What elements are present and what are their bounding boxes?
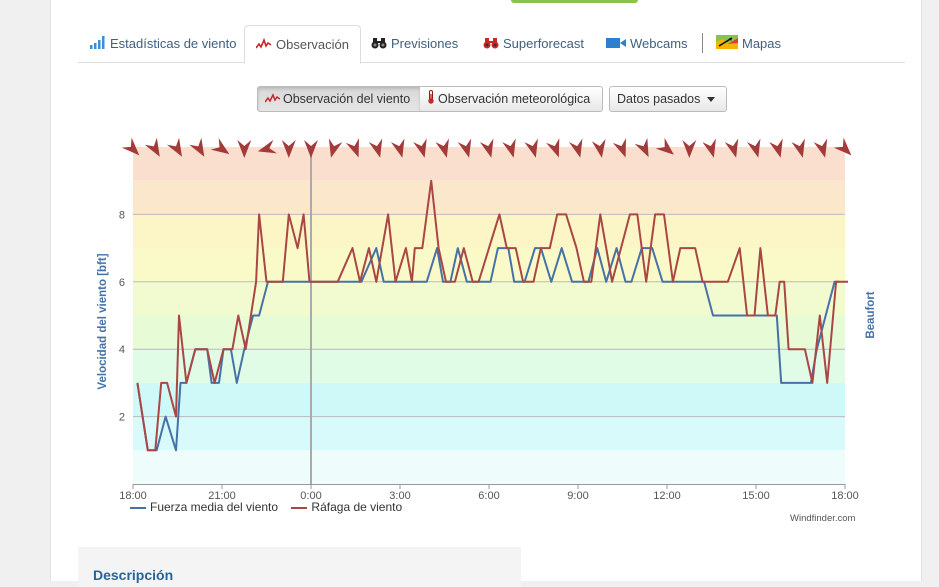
x-tick-label: 12:00 (653, 490, 681, 502)
tab-bar: Estadísticas de viento Observación Previ… (78, 25, 905, 64)
wind-direction-arrow (210, 138, 230, 155)
wind-line-icon (255, 27, 272, 64)
wind-direction-arrow (524, 138, 538, 158)
wind-direction-arrow (166, 137, 182, 157)
tab-superforecast-label: Superforecast (503, 36, 584, 51)
series-gust-line (136, 179, 848, 452)
past-data-dropdown[interactable]: Datos pasados (609, 86, 727, 112)
chart-credit[interactable]: Windfinder.com (790, 513, 856, 524)
wind-direction-arrow (390, 138, 405, 158)
x-tick-label: 0:00 (300, 490, 321, 502)
bar-chart-icon (90, 26, 106, 63)
wind-direction-arrow (257, 139, 278, 154)
wind-direction-arrow (328, 138, 343, 158)
wind-direction-arrow (568, 138, 583, 158)
wind-direction-arrow (769, 138, 783, 158)
camera-icon (606, 26, 626, 63)
wind-direction-arrow (304, 140, 318, 158)
x-tick-label: 3:00 (389, 490, 410, 502)
y-axis-title: Velocidad del viento [bft] (97, 253, 109, 389)
x-tick-label: 18:00 (831, 490, 859, 502)
y-tick-label: 8 (119, 209, 125, 221)
x-tick-label: 21:00 (208, 490, 236, 502)
tab-separator (702, 33, 703, 53)
wind-direction-arrow (813, 138, 828, 158)
beaufort-band (133, 214, 845, 249)
wind-direction-arrow (546, 138, 560, 158)
wind-direction-arrow (591, 138, 606, 158)
wind-direction-arrow (435, 138, 449, 158)
weather-observation-label: Observación meteorológica (438, 92, 591, 106)
tab-forecasts[interactable]: Previsiones (371, 25, 458, 62)
tab-observation[interactable]: Observación (244, 25, 361, 64)
tab-maps-label: Mapas (742, 36, 782, 51)
wind-direction-arrow (746, 138, 761, 158)
wind-direction-arrow (502, 138, 516, 158)
thermometer-icon (427, 88, 435, 112)
tab-statistics-label: Estadísticas de viento (110, 36, 237, 51)
x-tick-label: 6:00 (478, 490, 499, 502)
wind-direction-arrow (345, 138, 359, 158)
map-icon (716, 26, 738, 63)
y-tick-label: 4 (119, 344, 125, 356)
description-panel: Descripción (78, 547, 521, 587)
tab-statistics[interactable]: Estadísticas de viento (90, 25, 236, 62)
wind-observation-button[interactable]: Observación del viento (257, 86, 421, 112)
x-tick-label: 9:00 (567, 490, 588, 502)
beaufort-band (133, 248, 845, 282)
tab-maps[interactable]: Mapas (716, 25, 781, 62)
beaufort-axis-title: Beaufort (865, 291, 877, 338)
wind-direction-arrow (634, 137, 649, 158)
wind-direction-arrow (457, 138, 472, 158)
description-title: Descripción (93, 567, 174, 583)
legend-swatch-mean (130, 506, 146, 509)
wind-direction-arrow (479, 138, 494, 158)
wind-direction-arrow (833, 137, 852, 156)
wind-direction-arrow (724, 138, 739, 158)
wind-direction-arrow (144, 137, 160, 157)
beaufort-band (133, 416, 845, 451)
tab-forecasts-label: Previsiones (391, 36, 459, 51)
top-accent-bar (511, 0, 638, 3)
legend-label-gust: Ráfaga de viento (311, 500, 403, 514)
beaufort-band (133, 382, 845, 417)
tab-superforecast[interactable]: Superforecast (483, 25, 584, 62)
wind-line-icon (264, 88, 281, 112)
wind-direction-arrow (281, 140, 296, 158)
tab-webcams-label: Webcams (630, 36, 688, 51)
legend-label-mean: Fuerza media del viento (150, 500, 279, 514)
wind-direction-arrow (702, 138, 716, 158)
wind-direction-arrow (682, 140, 697, 158)
past-data-label: Datos pasados (617, 92, 701, 106)
binoculars-red-icon (483, 26, 499, 63)
beaufort-band (133, 450, 845, 484)
tab-webcams[interactable]: Webcams (606, 25, 688, 62)
wind-direction-arrow (413, 138, 427, 158)
tab-observation-label: Observación (276, 37, 349, 52)
wind-direction-arrow (189, 137, 205, 157)
chart-legend: Fuerza media del viento Ráfaga de viento (130, 500, 402, 514)
wind-direction-arrow (121, 137, 140, 156)
binoculars-icon (371, 26, 387, 63)
y-tick-label: 2 (119, 412, 125, 424)
wind-direction-arrow (237, 140, 252, 158)
y-tick-label: 6 (119, 277, 125, 289)
legend-swatch-gust (291, 506, 308, 509)
x-tick-label: 15:00 (742, 490, 770, 502)
beaufort-band (133, 180, 845, 215)
wind-direction-arrow (368, 138, 383, 158)
wind-direction-arrow (655, 137, 674, 155)
beaufort-band (133, 281, 845, 316)
weather-observation-button[interactable]: Observación meteorológica (420, 86, 603, 112)
beaufort-band (133, 349, 845, 383)
x-tick-label: 18:00 (119, 490, 147, 502)
wind-observation-label: Observación del viento (283, 92, 411, 106)
wind-direction-arrow (612, 138, 626, 158)
caret-down-icon (706, 97, 715, 103)
wind-direction-arrow (791, 138, 805, 158)
